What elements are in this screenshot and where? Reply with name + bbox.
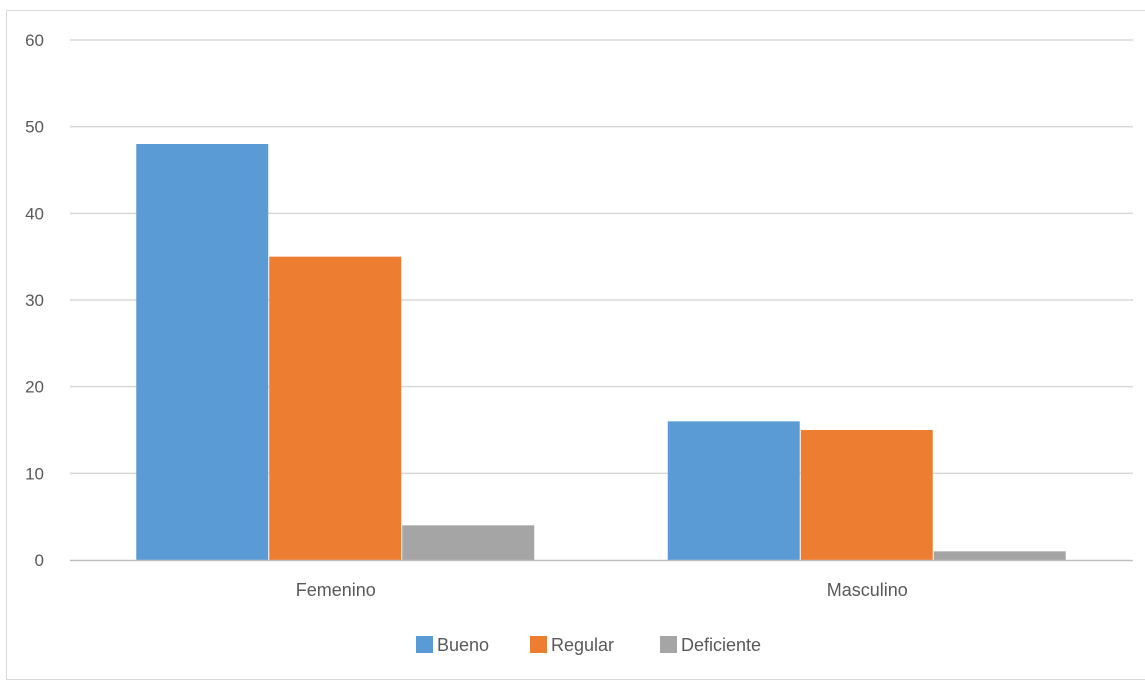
- bar-regular-masculino: [801, 430, 933, 560]
- legend-label: Deficiente: [681, 635, 761, 655]
- y-tick-label: 10: [25, 464, 44, 483]
- legend-item-regular: Regular: [530, 635, 614, 655]
- legend-swatch: [416, 636, 433, 653]
- y-tick-label: 60: [25, 31, 44, 50]
- legend-swatch: [660, 636, 677, 653]
- bar-bueno-masculino: [668, 421, 800, 560]
- legend-label: Regular: [551, 635, 614, 655]
- y-axis-ticks: 0 10 20 30 40 50 60: [25, 31, 44, 570]
- x-category-label: Femenino: [296, 580, 376, 600]
- legend-swatch: [530, 636, 547, 653]
- legend-item-deficiente: Deficiente: [660, 635, 761, 655]
- bar-deficiente-masculino: [934, 551, 1066, 560]
- y-tick-label: 0: [35, 551, 44, 570]
- x-axis-labels: Femenino Masculino: [296, 580, 908, 600]
- y-tick-label: 20: [25, 378, 44, 397]
- x-category-label: Masculino: [827, 580, 908, 600]
- bar-bueno-femenino: [136, 144, 268, 560]
- legend-label: Bueno: [437, 635, 489, 655]
- legend: Bueno Regular Deficiente: [416, 635, 761, 655]
- bars: [136, 144, 1066, 560]
- y-tick-label: 50: [25, 118, 44, 137]
- bar-deficiente-femenino: [402, 525, 534, 560]
- y-tick-label: 40: [25, 204, 44, 223]
- bar-regular-femenino: [269, 257, 401, 560]
- legend-item-bueno: Bueno: [416, 635, 489, 655]
- y-tick-label: 30: [25, 291, 44, 310]
